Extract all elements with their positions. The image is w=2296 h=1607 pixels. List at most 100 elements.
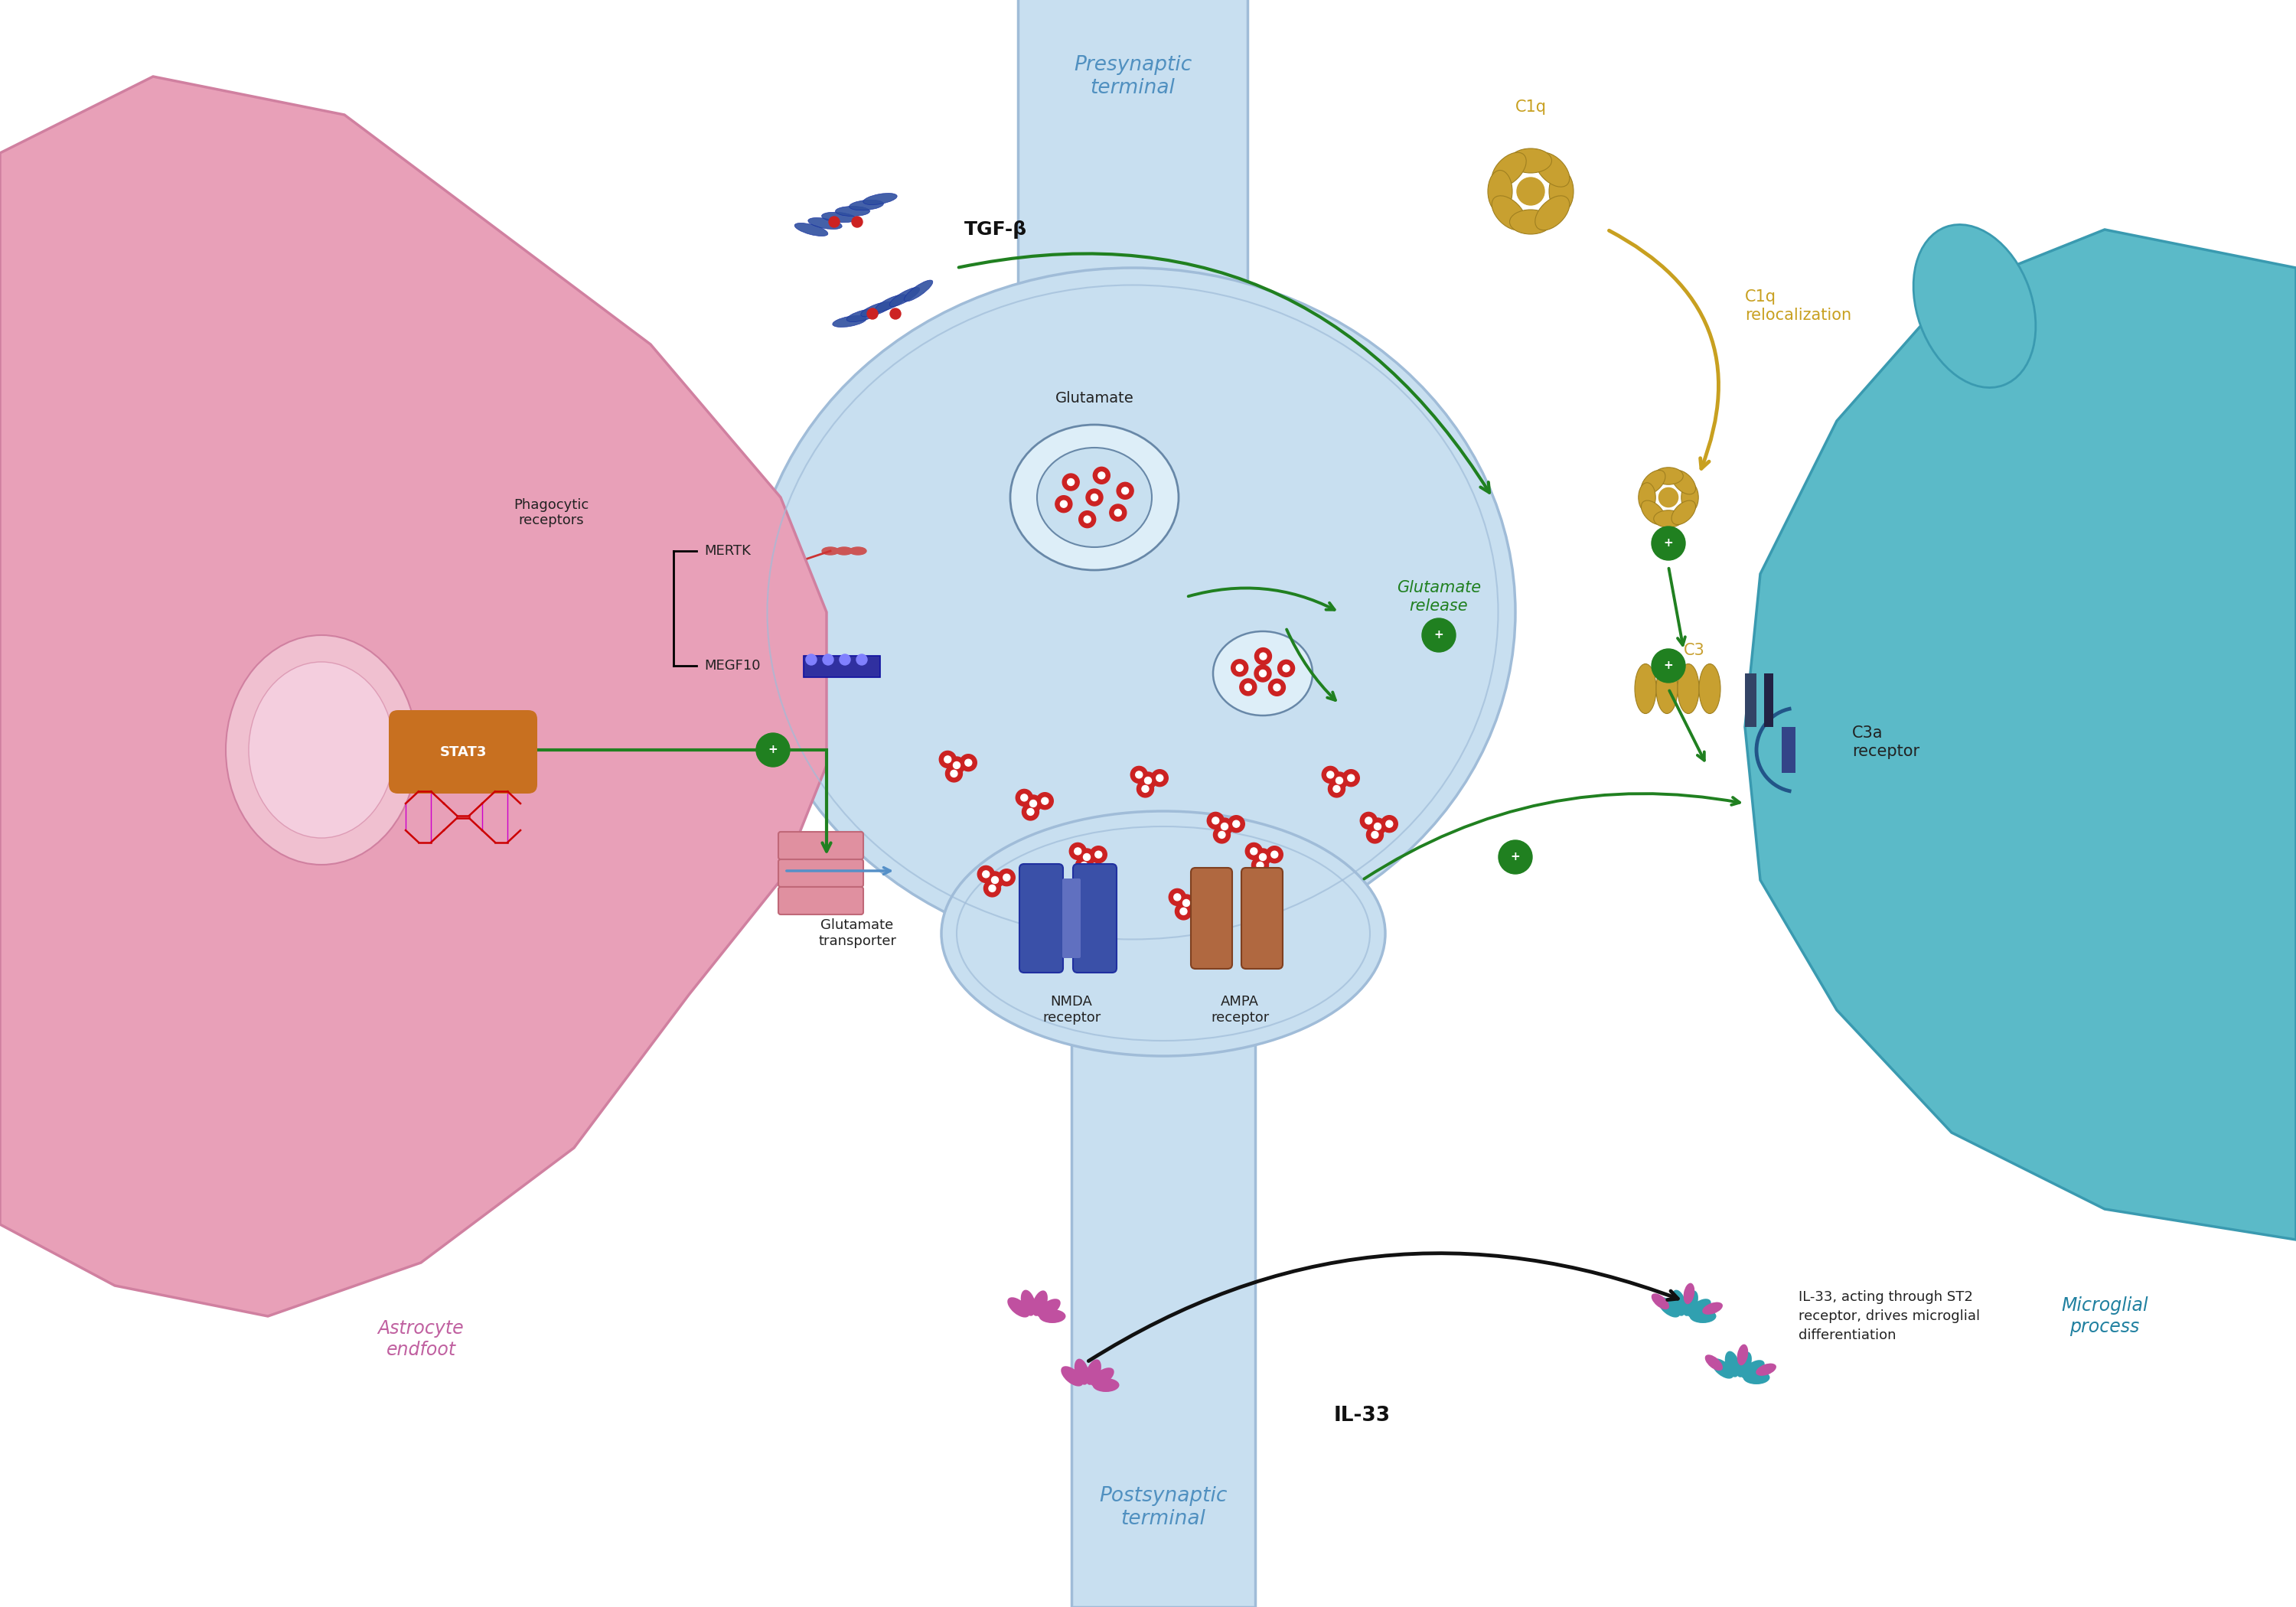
Ellipse shape bbox=[1738, 1343, 1747, 1366]
Circle shape bbox=[1003, 874, 1010, 881]
Text: Astrocyte
endfoot: Astrocyte endfoot bbox=[379, 1319, 464, 1360]
Circle shape bbox=[1380, 815, 1398, 832]
Circle shape bbox=[829, 217, 840, 227]
Ellipse shape bbox=[1701, 1302, 1722, 1315]
Ellipse shape bbox=[1671, 1290, 1685, 1316]
Ellipse shape bbox=[822, 212, 856, 222]
Circle shape bbox=[1332, 771, 1348, 789]
Circle shape bbox=[951, 770, 957, 778]
Circle shape bbox=[1334, 786, 1341, 792]
Ellipse shape bbox=[1658, 1297, 1681, 1318]
Ellipse shape bbox=[1688, 1298, 1711, 1318]
Circle shape bbox=[1056, 495, 1072, 513]
Circle shape bbox=[1254, 648, 1272, 665]
Circle shape bbox=[1084, 516, 1091, 522]
Circle shape bbox=[1274, 685, 1281, 691]
FancyBboxPatch shape bbox=[1019, 865, 1063, 972]
FancyBboxPatch shape bbox=[778, 832, 863, 860]
Ellipse shape bbox=[1690, 1310, 1715, 1323]
Circle shape bbox=[1254, 848, 1272, 866]
Circle shape bbox=[990, 885, 996, 892]
Text: CC BY-NC-ND Modified by Jim Hutchins from the template "Glial Cells in Synaptic : CC BY-NC-ND Modified by Jim Hutchins fro… bbox=[16, 413, 21, 1194]
Text: C3: C3 bbox=[1683, 643, 1706, 659]
Ellipse shape bbox=[1492, 153, 1527, 186]
Ellipse shape bbox=[861, 302, 893, 317]
Circle shape bbox=[999, 869, 1015, 885]
Circle shape bbox=[978, 866, 994, 882]
Text: MEGF10: MEGF10 bbox=[705, 659, 760, 673]
Circle shape bbox=[946, 765, 962, 783]
Circle shape bbox=[1150, 770, 1169, 786]
Ellipse shape bbox=[1075, 1358, 1088, 1385]
Ellipse shape bbox=[1724, 1351, 1740, 1377]
Circle shape bbox=[1081, 861, 1088, 869]
Circle shape bbox=[1336, 778, 1343, 784]
Ellipse shape bbox=[1678, 664, 1699, 714]
Circle shape bbox=[948, 757, 964, 773]
Circle shape bbox=[1217, 818, 1233, 836]
Ellipse shape bbox=[1681, 482, 1699, 513]
Ellipse shape bbox=[836, 206, 870, 217]
Text: Presynaptic
terminal: Presynaptic terminal bbox=[1075, 55, 1192, 98]
Circle shape bbox=[1212, 818, 1219, 824]
Circle shape bbox=[1231, 659, 1249, 677]
Circle shape bbox=[960, 754, 976, 771]
Circle shape bbox=[1368, 818, 1387, 836]
Circle shape bbox=[1022, 794, 1029, 802]
Circle shape bbox=[1182, 900, 1189, 906]
Circle shape bbox=[1258, 670, 1267, 677]
Circle shape bbox=[852, 217, 863, 227]
Circle shape bbox=[868, 309, 877, 320]
Polygon shape bbox=[0, 77, 827, 1316]
Circle shape bbox=[1029, 800, 1038, 807]
Ellipse shape bbox=[1683, 1282, 1694, 1305]
Ellipse shape bbox=[1010, 424, 1178, 570]
Circle shape bbox=[1322, 767, 1339, 783]
Circle shape bbox=[1233, 821, 1240, 828]
FancyBboxPatch shape bbox=[1063, 879, 1081, 958]
Ellipse shape bbox=[847, 309, 879, 321]
Ellipse shape bbox=[808, 217, 843, 230]
Circle shape bbox=[1265, 847, 1283, 863]
Bar bbox=[1782, 726, 1795, 773]
Circle shape bbox=[755, 733, 790, 767]
Ellipse shape bbox=[1651, 1294, 1669, 1310]
Text: +: + bbox=[769, 744, 778, 755]
Circle shape bbox=[1212, 826, 1231, 844]
Ellipse shape bbox=[836, 546, 852, 554]
Text: Microglial
process: Microglial process bbox=[2062, 1297, 2149, 1335]
Text: +: + bbox=[1511, 852, 1520, 863]
Ellipse shape bbox=[850, 546, 866, 554]
Ellipse shape bbox=[1536, 153, 1570, 186]
Ellipse shape bbox=[889, 288, 921, 307]
Polygon shape bbox=[1745, 230, 2296, 1239]
Ellipse shape bbox=[1639, 482, 1655, 513]
Bar bbox=[1745, 673, 1756, 726]
Bar bbox=[1763, 673, 1773, 726]
FancyBboxPatch shape bbox=[778, 860, 863, 887]
FancyBboxPatch shape bbox=[1242, 868, 1283, 969]
Circle shape bbox=[1024, 795, 1042, 812]
Circle shape bbox=[1235, 664, 1242, 672]
Ellipse shape bbox=[1536, 196, 1570, 230]
Ellipse shape bbox=[941, 812, 1384, 1056]
Circle shape bbox=[1091, 847, 1107, 863]
Circle shape bbox=[1387, 821, 1394, 828]
Text: Glutamate
transporter: Glutamate transporter bbox=[817, 918, 895, 948]
Circle shape bbox=[1651, 649, 1685, 683]
Circle shape bbox=[1169, 889, 1185, 906]
Ellipse shape bbox=[794, 223, 829, 236]
Circle shape bbox=[1093, 468, 1109, 484]
Circle shape bbox=[1244, 842, 1263, 860]
Ellipse shape bbox=[1756, 1363, 1777, 1376]
Text: AMPA
receptor: AMPA receptor bbox=[1210, 995, 1270, 1025]
Text: IL-33: IL-33 bbox=[1334, 1406, 1391, 1425]
Circle shape bbox=[1075, 848, 1081, 855]
Circle shape bbox=[1109, 505, 1127, 521]
Circle shape bbox=[1366, 818, 1373, 824]
Ellipse shape bbox=[863, 193, 898, 204]
FancyBboxPatch shape bbox=[1072, 865, 1116, 972]
Ellipse shape bbox=[1699, 664, 1720, 714]
Circle shape bbox=[1189, 892, 1205, 910]
Text: NMDA
receptor: NMDA receptor bbox=[1042, 995, 1100, 1025]
